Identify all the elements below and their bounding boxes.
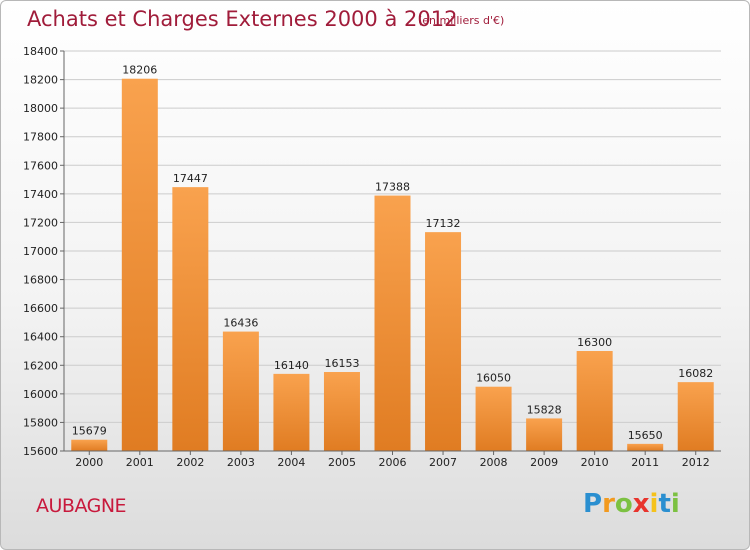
bar [222, 331, 259, 451]
bar [172, 187, 209, 451]
bars [71, 78, 714, 451]
bar [475, 386, 512, 451]
x-tick-label: 2001 [126, 456, 154, 469]
logo-letter: t [658, 489, 671, 519]
y-tick-label: 16400 [23, 331, 58, 344]
bar [121, 78, 158, 451]
bar [576, 351, 613, 451]
bar [323, 372, 360, 451]
logo-letter: x [632, 489, 650, 519]
x-tick-label: 2002 [176, 456, 204, 469]
y-tick-label: 17000 [23, 245, 58, 258]
bar-value-label: 18206 [122, 64, 157, 77]
x-tick-label: 2012 [682, 456, 710, 469]
y-tick-label: 17800 [23, 131, 58, 144]
y-tick-label: 18000 [23, 102, 58, 115]
y-tick-label: 16200 [23, 359, 58, 372]
bar-value-label: 17388 [375, 181, 410, 194]
bar [677, 382, 714, 451]
bar-value-label: 16050 [476, 372, 511, 385]
chart-unit: (en milliers d'€) [418, 14, 505, 27]
bar [374, 195, 411, 451]
bar-value-label: 15650 [628, 429, 663, 442]
x-tick-label: 2006 [379, 456, 407, 469]
logo-letter: i [649, 489, 659, 519]
bar-value-label: 17447 [173, 172, 208, 185]
y-tick-label: 16000 [23, 388, 58, 401]
y-tick-label: 15800 [23, 416, 58, 429]
x-tick-label: 2009 [530, 456, 558, 469]
logo-letter: o [614, 489, 633, 519]
bar-value-label: 16153 [324, 357, 359, 370]
x-tick-label: 2004 [277, 456, 305, 469]
bar-value-label: 15828 [527, 403, 562, 416]
bar [526, 418, 563, 451]
y-tick-label: 15600 [23, 445, 58, 458]
commune-name: AUBAGNE [36, 495, 127, 517]
labels: 15600 15800 16000 16200 16400 16600 16800 17000… [23, 45, 713, 469]
bar-value-label: 16082 [678, 367, 713, 380]
x-tick-label: 2007 [429, 456, 457, 469]
bar-value-label: 16436 [223, 317, 258, 330]
y-tick-label: 16600 [23, 302, 58, 315]
x-tick-label: 2010 [581, 456, 609, 469]
bar [627, 443, 664, 451]
bar [71, 439, 108, 451]
y-tick-label: 17400 [23, 188, 58, 201]
logo-letter: P [583, 489, 603, 519]
x-tick-label: 2008 [480, 456, 508, 469]
y-tick-label: 18200 [23, 74, 58, 87]
bar [273, 373, 310, 451]
bar-value-label: 15679 [72, 425, 107, 438]
y-tick-label: 18400 [23, 45, 58, 58]
proxiti-logo: Proxiti [583, 489, 680, 519]
x-tick-label: 2005 [328, 456, 356, 469]
x-tick-label: 2011 [631, 456, 659, 469]
logo-letter: r [602, 489, 615, 519]
x-tick-label: 2000 [75, 456, 103, 469]
bar [425, 232, 462, 451]
logo-letter: i [670, 489, 680, 519]
y-tick-label: 17200 [23, 216, 58, 229]
axes [60, 50, 721, 455]
x-tick-label: 2003 [227, 456, 255, 469]
bar-value-label: 16140 [274, 359, 309, 372]
bar-value-label: 16300 [577, 336, 612, 349]
y-tick-label: 17600 [23, 159, 58, 172]
bar-value-label: 17132 [426, 217, 461, 230]
y-tick-label: 16800 [23, 274, 58, 287]
chart-title: Achats et Charges Externes 2000 à 2012 [27, 7, 458, 31]
